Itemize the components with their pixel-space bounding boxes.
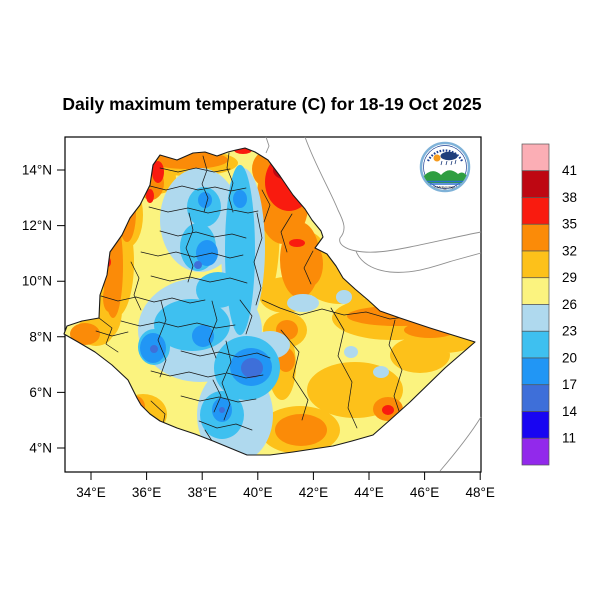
colorbar-label: 32 [562, 244, 577, 259]
y-axis-ticks [57, 169, 65, 449]
x-tick-label: 46°E [410, 485, 439, 500]
logo-amharic-arc-text [427, 149, 463, 162]
colorbar-segment [521, 223, 550, 252]
y-tick-label: 4°N [29, 441, 52, 456]
x-tick-label: 42°E [299, 485, 328, 500]
colorbar-label: 26 [562, 297, 577, 312]
chart-title: Daily maximum temperature (C) for 18-19 … [62, 94, 481, 114]
colorbar-label: 20 [562, 351, 577, 366]
colorbar-label: 23 [562, 324, 577, 339]
plot-frame [64, 136, 482, 473]
colorbar-segment [521, 357, 550, 386]
logo-sun-icon [433, 154, 441, 162]
y-tick-label: 10°N [22, 274, 52, 289]
contour-fill-17-20C [140, 190, 272, 422]
y-axis-labels: 14°N 12°N 10°N 8°N 6°N 4°N [22, 163, 52, 456]
y-tick-label: 12°N [22, 218, 52, 233]
logo-cloud-icon [440, 151, 458, 161]
logo-emblem-icon [442, 189, 448, 190]
logo-mountains-icon [422, 170, 468, 183]
x-tick-label: 34°E [76, 485, 105, 500]
ethiopia-outline [63, 147, 476, 456]
x-axis-ticks [90, 472, 481, 480]
colorbar: 41 38 35 32 29 26 23 20 17 14 11 [521, 143, 578, 466]
contour-fill-38-41C [273, 161, 295, 179]
zone-boundaries [95, 152, 413, 455]
colorbar-label: 29 [562, 270, 577, 285]
colorbar-label: 38 [562, 190, 577, 205]
x-tick-label: 38°E [187, 485, 216, 500]
institute-logo: Ethiopian Meteorology Institute [419, 141, 471, 193]
y-tick-label: 8°N [29, 329, 52, 344]
colorbar-segment [521, 197, 550, 225]
colorbar-segment [521, 304, 550, 332]
neighbor-country-borders [265, 136, 482, 472]
x-axis-labels: 34°E 36°E 38°E 40°E 42°E 44°E 46°E 48°E [76, 485, 495, 500]
colorbar-segment [521, 250, 550, 279]
colorbar-segment [521, 277, 550, 305]
colorbar-label: 41 [562, 163, 577, 178]
colorbar-segment [521, 330, 550, 359]
x-tick-label: 40°E [243, 485, 272, 500]
logo-inner-ring [423, 145, 467, 189]
x-tick-label: 48°E [465, 485, 494, 500]
colorbar-segment [521, 411, 550, 439]
colorbar-segment [521, 170, 550, 198]
logo-rain-icon [440, 159, 457, 166]
colorbar-label: 11 [562, 431, 576, 446]
y-tick-label: 14°N [22, 163, 52, 178]
colorbar-segment [521, 437, 550, 466]
logo-institute-name: Ethiopian Meteorology Institute [423, 186, 467, 190]
logo-water-icon [423, 180, 467, 185]
colorbar-label: 17 [562, 377, 577, 392]
map-contours [64, 148, 475, 455]
contour-fill-29-32C [78, 150, 475, 455]
colorbar-label: 35 [562, 217, 577, 232]
contour-fill-32-35C [70, 150, 456, 455]
colorbar-segment [521, 384, 550, 412]
x-tick-label: 44°E [354, 485, 383, 500]
colorbar-segment [521, 143, 550, 172]
colorbar-label: 14 [562, 404, 578, 419]
y-tick-label: 6°N [29, 385, 52, 400]
x-tick-label: 36°E [132, 485, 161, 500]
